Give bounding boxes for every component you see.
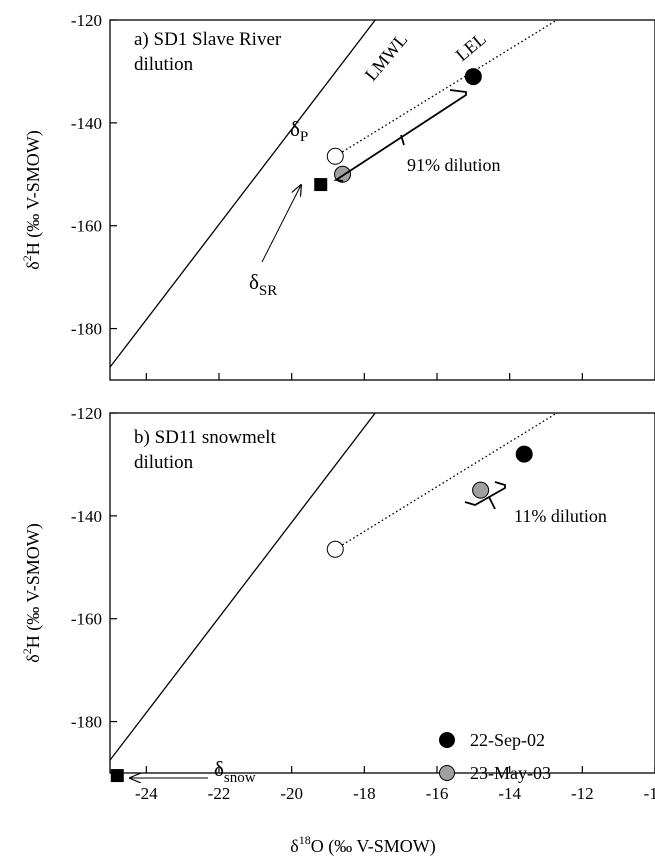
xtick-label: -22 xyxy=(208,784,231,803)
point--p-marker xyxy=(326,540,344,558)
legend-marker-1 xyxy=(439,765,455,781)
ytick-label: -120 xyxy=(71,404,102,423)
panel-a-title-line-1: a) SD1 Slave River xyxy=(134,29,282,50)
lel-line xyxy=(334,20,558,157)
panel-b-title-line-2: dilution xyxy=(134,452,194,473)
panel-b-ylabel: δ2H (‰ V-SMOW) xyxy=(20,523,44,663)
lmwl-line xyxy=(110,413,376,761)
dilution-bracket-b-tick xyxy=(488,496,496,510)
xtick-label: -24 xyxy=(135,784,158,803)
dilution-bracket-a-tick xyxy=(400,134,405,146)
dilution-label-b: 11% dilution xyxy=(514,506,607,526)
panel-a-title-line-2: dilution xyxy=(134,54,194,75)
dilution-bracket-a xyxy=(333,89,467,182)
dilution-bracket-b xyxy=(464,481,506,506)
legend: 22-Sep-02 23-May-03 xyxy=(439,730,551,783)
delta-sr-label: δSR xyxy=(249,270,277,299)
point--p-marker xyxy=(326,147,344,165)
delta-snow-sub: snow xyxy=(224,770,256,786)
xtick-label: -12 xyxy=(571,784,594,803)
panel-a-points xyxy=(314,68,482,192)
point-22-sep-02-marker xyxy=(515,445,533,463)
ytick-label: -180 xyxy=(71,320,102,339)
xtick-label: -16 xyxy=(426,784,449,803)
point--sr-square xyxy=(314,178,328,192)
panel-b-frame xyxy=(109,412,655,774)
ytick-label: -120 xyxy=(71,11,102,30)
panel-b-lines xyxy=(110,413,558,761)
panel-a-lines xyxy=(110,20,558,368)
delta-p-label: δP xyxy=(290,117,308,145)
panel-a-ticks: -180 -160 -140 -120 xyxy=(71,11,655,380)
xtick-label: -20 xyxy=(280,784,303,803)
ytick-label: -160 xyxy=(71,610,102,629)
ytick-label: -180 xyxy=(71,713,102,732)
lel-label: LEL xyxy=(452,29,490,66)
delta-snow-label: δsnow xyxy=(214,757,256,786)
lel-line xyxy=(334,413,558,550)
panel-a-frame xyxy=(109,19,655,381)
x-axis-label: δ18O (‰ V-SMOW) xyxy=(290,833,436,857)
panel-b-ticks: -180 -160 -140 -120 -24 -22 -20 -18 -16 -14 -12 -10 xyxy=(71,404,655,803)
xtick-label: -14 xyxy=(498,784,521,803)
panel-a-ylabel: δ2H (‰ V-SMOW) xyxy=(20,130,44,270)
ytick-label: -160 xyxy=(71,217,102,236)
panel-b-title-line-1: b) SD11 snowmelt xyxy=(134,427,277,448)
point-23-may-03-marker xyxy=(472,481,490,499)
delta-sr-sub: SR xyxy=(259,283,277,299)
dilution-label-a: 91% dilution xyxy=(407,155,501,175)
legend-label-0: 22-Sep-02 xyxy=(470,730,545,750)
point-22-sep-02-marker xyxy=(464,68,482,86)
legend-marker-0 xyxy=(439,732,455,748)
panel-b: -180 -160 -140 -120 -24 -22 -20 -18 -16 -14 -12 -10… xyxy=(20,404,655,857)
lmwl-line xyxy=(110,20,376,368)
delta-sr-main: δ xyxy=(249,270,259,294)
panel-a: -180 -160 -140 -120 a) SD1 Slave River dilu… xyxy=(20,11,655,381)
ytick-label: -140 xyxy=(71,114,102,133)
panel-b-points xyxy=(110,445,533,783)
delta-sr-arrow xyxy=(261,185,301,263)
delta-snow-main: δ xyxy=(214,757,224,781)
xtick-label: -10 xyxy=(644,784,655,803)
xtick-label: -18 xyxy=(353,784,376,803)
delta-p-main: δ xyxy=(290,117,300,141)
ytick-label: -140 xyxy=(71,507,102,526)
lmwl-label: LMWL xyxy=(361,30,412,85)
point--snow-square xyxy=(110,769,124,783)
legend-label-1: 23-May-03 xyxy=(470,763,551,783)
delta-p-sub: P xyxy=(300,129,308,145)
